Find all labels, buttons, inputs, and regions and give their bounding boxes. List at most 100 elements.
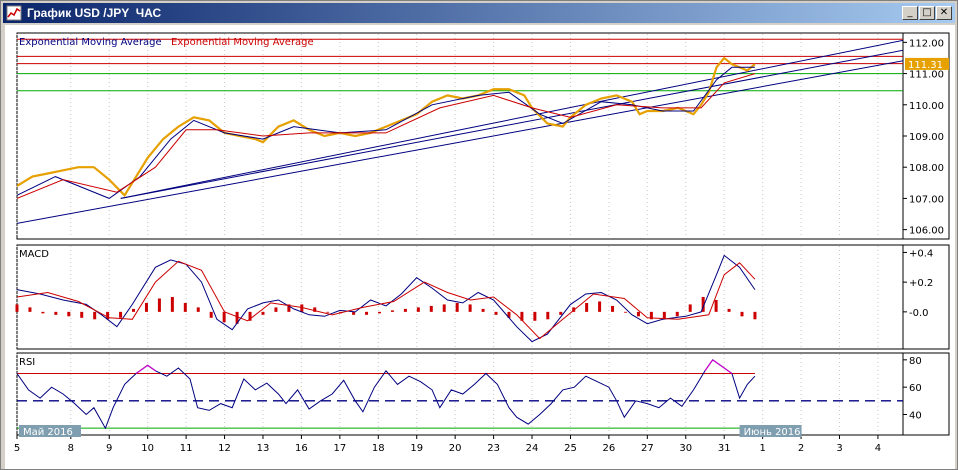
macd-histogram-bar bbox=[132, 308, 136, 312]
macd-histogram-bar bbox=[390, 310, 394, 312]
macd-histogram-bar bbox=[313, 307, 317, 312]
close-button[interactable]: ✕ bbox=[936, 6, 952, 20]
x-tick-label: 17 bbox=[333, 443, 346, 454]
macd-histogram-bar bbox=[429, 305, 433, 312]
macd-histogram-bar bbox=[494, 311, 498, 315]
last-price-tag bbox=[905, 57, 949, 70]
x-tick-label: 3 bbox=[836, 443, 842, 454]
macd-y-tick-label: +0.2 bbox=[909, 278, 933, 289]
y-tick-label: 106.00 bbox=[909, 226, 944, 237]
macd-histogram-bar bbox=[714, 299, 718, 312]
y-tick-label: 110.00 bbox=[909, 101, 944, 112]
macd-y-tick-label: -0.0 bbox=[909, 308, 929, 319]
chart-canvas[interactable]: 112.00 111.00 110.00 109.00 108.00 107.00 106.… bbox=[5, 25, 955, 469]
macd-histogram-bar bbox=[403, 308, 407, 312]
x-tick-label: 10 bbox=[141, 443, 154, 454]
x-tick-label: 11 bbox=[180, 443, 193, 454]
macd-histogram-bar bbox=[727, 308, 731, 312]
macd-histogram-bar bbox=[416, 307, 420, 312]
x-tick-label: 26 bbox=[603, 443, 616, 454]
macd-histogram-bar bbox=[119, 311, 123, 318]
maximize-button[interactable]: □ bbox=[919, 6, 935, 20]
macd-histogram-bar bbox=[520, 311, 524, 321]
macd-histogram-bar bbox=[623, 311, 627, 313]
y-tick-label: 107.00 bbox=[909, 194, 944, 205]
x-tick-label: 8 bbox=[68, 443, 74, 454]
panel-frame-2 bbox=[16, 352, 950, 436]
macd-histogram-bar bbox=[662, 311, 666, 320]
chart-area[interactable]: 112.00 111.00 110.00 109.00 108.00 107.00 106.… bbox=[5, 25, 955, 469]
rsi-overbought-segment bbox=[135, 364, 149, 374]
x-tick-label: 4 bbox=[875, 443, 881, 454]
x-tick-label: 25 bbox=[564, 443, 577, 454]
month-label: Июнь 2016 bbox=[744, 427, 801, 438]
macd-line bbox=[16, 254, 756, 343]
chart-window-icon bbox=[6, 5, 22, 21]
rsi-overbought-segment bbox=[704, 359, 714, 372]
rsi-y-tick-label: 60 bbox=[909, 383, 922, 394]
y-tick-label: 109.00 bbox=[909, 132, 944, 143]
macd-histogram-bar bbox=[455, 302, 459, 312]
macd-histogram-bar bbox=[222, 311, 226, 323]
macd-histogram-bar bbox=[585, 302, 589, 312]
macd-histogram-bar bbox=[41, 311, 45, 314]
macd-histogram-bar bbox=[546, 311, 550, 320]
macd-signal-line bbox=[16, 260, 756, 340]
title-bar[interactable]: График USD /JPY ЧАС _ □ ✕ bbox=[3, 3, 955, 23]
ema-fast-line bbox=[17, 66, 755, 199]
legend-ema-slow: Exponential Moving Average bbox=[171, 37, 314, 48]
ema-slow-line bbox=[17, 73, 756, 199]
x-tick-label: 30 bbox=[679, 443, 692, 454]
x-tick-label: 2 bbox=[798, 443, 804, 454]
y-tick-label: 108.00 bbox=[909, 163, 944, 174]
macd-histogram-bar bbox=[261, 311, 265, 315]
rsi-overbought-segment bbox=[147, 364, 156, 372]
macd-histogram-bar bbox=[533, 311, 537, 321]
window-title: График USD /JPY ЧАС bbox=[27, 6, 162, 20]
macd-histogram-bar bbox=[196, 307, 200, 312]
trendline bbox=[120, 49, 903, 199]
macd-histogram-bar bbox=[559, 311, 563, 315]
x-tick-label: 19 bbox=[410, 443, 423, 454]
macd-histogram-bar bbox=[572, 307, 576, 312]
macd-histogram-bar bbox=[753, 311, 757, 320]
x-tick-label: 13 bbox=[257, 443, 270, 454]
macd-histogram-bar bbox=[468, 304, 472, 312]
rsi-y-tick-label: 80 bbox=[909, 356, 922, 367]
x-tick-label: 1 bbox=[759, 443, 765, 454]
x-tick-label: 16 bbox=[295, 443, 308, 454]
macd-histogram-bar bbox=[481, 308, 485, 312]
macd-histogram-bar bbox=[701, 297, 705, 312]
macd-histogram-bar bbox=[15, 304, 19, 312]
trendline bbox=[17, 60, 903, 224]
panel-frame-0 bbox=[16, 32, 950, 240]
x-tick-label: 23 bbox=[487, 443, 500, 454]
macd-histogram-bar bbox=[235, 311, 239, 324]
rsi-overbought-segment bbox=[720, 364, 733, 374]
macd-histogram-bar bbox=[352, 311, 356, 315]
macd-histogram-bar bbox=[67, 311, 71, 317]
macd-histogram-bar bbox=[183, 302, 187, 312]
macd-histogram-bar bbox=[54, 311, 58, 315]
rsi-title: RSI bbox=[19, 357, 35, 368]
month-label-box bbox=[739, 425, 802, 437]
panel-frame-1 bbox=[16, 244, 950, 350]
y-tick-label: 112.00 bbox=[909, 38, 944, 49]
macd-histogram-bar bbox=[442, 304, 446, 312]
macd-histogram-bar bbox=[300, 304, 304, 312]
macd-histogram-bar bbox=[740, 311, 744, 317]
macd-histogram-bar bbox=[248, 311, 252, 321]
rsi-y-tick-label: 40 bbox=[909, 411, 922, 422]
macd-histogram-bar bbox=[688, 304, 692, 312]
macd-histogram-bar bbox=[274, 307, 278, 312]
macd-histogram-bar bbox=[28, 307, 32, 312]
macd-title: MACD bbox=[19, 249, 49, 260]
minimize-button[interactable]: _ bbox=[902, 6, 918, 20]
month-label-box bbox=[19, 425, 81, 437]
macd-histogram-bar bbox=[649, 311, 653, 320]
macd-histogram-bar bbox=[365, 311, 369, 315]
month-label: Май 2016 bbox=[23, 427, 73, 438]
last-price-label: 111.31 bbox=[908, 60, 943, 71]
macd-histogram-bar bbox=[507, 311, 511, 318]
